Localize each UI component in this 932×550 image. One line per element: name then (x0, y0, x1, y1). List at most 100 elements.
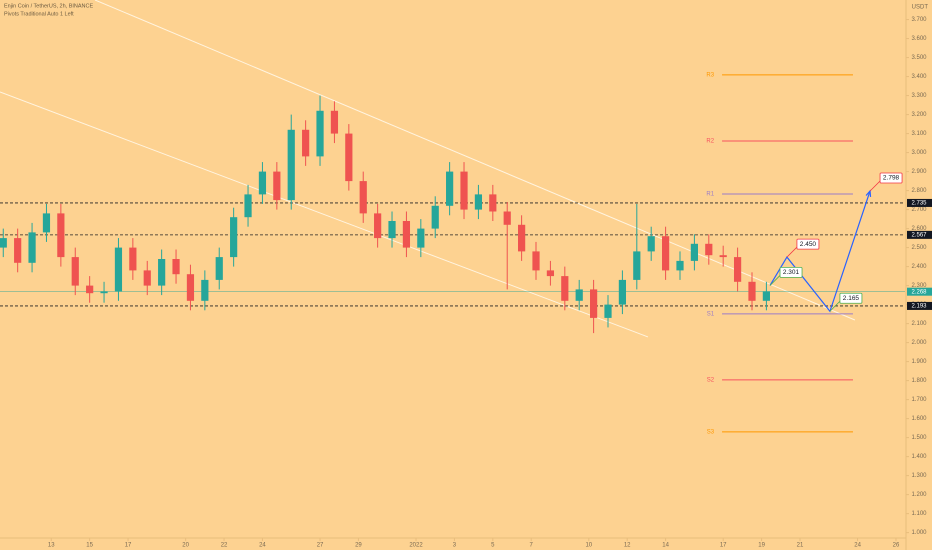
projection-path (769, 190, 871, 313)
y-tick-label: 1.400 (911, 454, 927, 460)
trendline (94, 0, 856, 321)
x-tick-label: 29 (355, 543, 362, 549)
level-tag (907, 198, 932, 207)
candle-body (661, 236, 670, 271)
y-tick-label: 2.100 (911, 321, 927, 327)
candle-body (532, 251, 540, 271)
current-price-label: 2.268 (911, 289, 927, 295)
candle-body (762, 291, 770, 301)
candle-body (186, 274, 195, 301)
candle-body (273, 171, 281, 201)
y-tick-label: 1.700 (911, 397, 927, 403)
candle-body (748, 281, 756, 301)
candle-body (143, 270, 151, 286)
y-tick-label: 3.500 (911, 55, 927, 61)
y-tick-label: 3.200 (911, 112, 927, 118)
y-tick-label: 3.300 (911, 93, 927, 99)
candle-body (489, 194, 497, 212)
y-tick-label: 2.700 (911, 207, 927, 213)
candle-body (518, 224, 526, 252)
candle-body (215, 257, 223, 280)
pivot-label: S2 (707, 377, 715, 383)
candle-body (71, 257, 79, 286)
level-tag (907, 230, 932, 239)
projection-arrowhead (865, 189, 872, 197)
candle-body (57, 213, 65, 258)
candle-body (258, 171, 267, 195)
candle-body (417, 228, 425, 248)
candle-body (42, 213, 51, 233)
candle-body (28, 232, 36, 263)
x-tick-label: 14 (662, 543, 669, 549)
candle-body (0, 238, 7, 248)
current-price-tag (907, 287, 932, 296)
unit-label: USDT (912, 5, 929, 11)
level-label: 2.735 (911, 201, 927, 207)
y-tick-label: 2.300 (911, 283, 927, 289)
candle-body (561, 276, 569, 301)
x-tick-label: 27 (317, 543, 324, 549)
y-tick-label: 2.600 (911, 226, 927, 232)
y-tick-label: 3.400 (911, 74, 927, 80)
x-tick-label: 17 (720, 543, 727, 549)
y-tick-label: 1.100 (911, 511, 927, 517)
candle-body (503, 211, 511, 225)
candle-body (287, 129, 295, 201)
x-tick-label: 26 (893, 543, 900, 549)
candle-body (690, 243, 698, 261)
pivot-label: S1 (707, 311, 715, 317)
callout-pointer (829, 300, 841, 312)
callout-pointer (786, 246, 798, 258)
pivot-label: R3 (706, 72, 714, 78)
candle-body (431, 205, 439, 229)
callout-box (879, 172, 903, 184)
pivot-label: S3 (707, 429, 715, 435)
candle-body (244, 194, 252, 218)
candle-body (114, 247, 123, 292)
candle-body (633, 251, 641, 280)
y-tick-label: 2.500 (911, 245, 927, 251)
x-tick-label: 12 (624, 543, 631, 549)
candle-body (388, 220, 396, 239)
candle-body (575, 289, 583, 301)
candle-body (460, 171, 468, 210)
trendline (0, 91, 649, 338)
x-tick-label: 7 (530, 543, 534, 549)
candle-body (590, 289, 598, 318)
y-tick-label: 1.600 (911, 416, 927, 422)
candle-body (402, 220, 411, 248)
candle-body (100, 291, 108, 294)
candle-body (733, 257, 742, 282)
candle-body (86, 285, 94, 294)
x-tick-label: 24 (259, 543, 266, 549)
candle-body (676, 260, 684, 271)
y-tick-label: 3.000 (911, 150, 927, 156)
callout-box (779, 267, 803, 278)
candle-body (14, 238, 22, 263)
x-tick-label: 22 (221, 543, 228, 549)
callout-label: 2.165 (843, 295, 860, 302)
candle-body (172, 258, 180, 275)
chart-subtitle: Pivots Traditional Auto 1 Left (4, 11, 74, 17)
y-tick-label: 2.800 (911, 188, 927, 194)
candle-body (316, 110, 324, 157)
callout-label: 2.301 (783, 269, 800, 276)
x-tick-label: 3 (453, 543, 457, 549)
level-label: 2.567 (911, 232, 927, 238)
candle-body (230, 217, 238, 258)
x-tick-label: 24 (854, 543, 861, 549)
y-tick-label: 1.200 (911, 492, 927, 498)
candle-body (647, 236, 655, 252)
pivot-label: R2 (706, 139, 714, 145)
x-tick-label: 17 (125, 543, 132, 549)
x-tick-label: 15 (86, 543, 93, 549)
callout-label: 2.798 (883, 175, 900, 182)
level-tag (907, 301, 932, 310)
callout-box (839, 292, 863, 304)
y-tick-label: 3.700 (911, 17, 927, 23)
candle-body (359, 181, 367, 214)
callout-box (796, 238, 820, 250)
candle-body (546, 270, 555, 277)
candle-body (705, 243, 713, 256)
